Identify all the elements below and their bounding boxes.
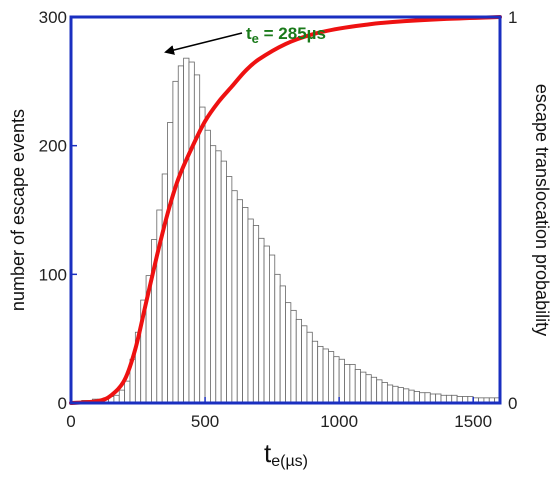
histogram-bar — [183, 57, 190, 404]
y-left-tick-label: 300 — [39, 8, 67, 27]
histogram-bar — [279, 285, 286, 404]
histogram-bar — [419, 392, 426, 404]
histogram-bar — [360, 371, 367, 404]
y-axis-left-ticks: 0 100 200 300 — [39, 8, 77, 413]
histogram-bar — [242, 207, 249, 404]
histogram-bar — [236, 199, 244, 404]
histogram-bar — [199, 106, 206, 404]
annotation-label-sub: e — [252, 31, 259, 46]
histogram-bar — [285, 302, 292, 404]
histogram-bar — [295, 318, 302, 404]
histogram-bar — [403, 388, 410, 404]
y-right-tick-label: 1 — [508, 8, 517, 27]
annotation-label-main: t — [246, 24, 252, 43]
y-axis-right-label: escape translocation probability — [532, 84, 550, 336]
x-tick-label: 500 — [191, 412, 219, 431]
histogram-bar — [424, 392, 431, 404]
histogram-bar — [386, 384, 394, 404]
histogram-bar — [263, 245, 270, 404]
y-left-tick-label: 0 — [58, 394, 67, 413]
annotation-label-rest: = 285µs — [259, 24, 326, 43]
y-axis-right-ticks: 01 — [508, 8, 517, 413]
histogram-bar — [322, 348, 329, 404]
probability-curve — [69, 15, 502, 405]
histogram-bar — [311, 340, 319, 404]
plot-frame — [69, 15, 502, 405]
histogram-bar — [301, 325, 308, 404]
annotation-arrow — [164, 32, 243, 55]
histogram-bar — [365, 374, 372, 404]
y-axis-left-label: number of escape events — [8, 109, 28, 311]
histogram-bar — [204, 129, 211, 404]
x-axis-label-sub: e(µs) — [271, 453, 308, 470]
histogram-bar — [327, 351, 335, 404]
histogram-bar — [177, 65, 185, 404]
histogram-bar — [397, 387, 404, 404]
histogram-bar — [376, 379, 383, 404]
y-right-tick-label: 0 — [508, 394, 517, 413]
x-axis-ticks: 0 500 1000 1500 — [66, 397, 492, 431]
histogram-bar — [167, 122, 174, 404]
histogram-bars — [75, 57, 501, 404]
histogram-bar — [381, 382, 388, 404]
histogram-bar — [258, 237, 265, 404]
histogram-bar — [220, 160, 227, 404]
histogram-bar — [392, 385, 399, 404]
histogram-bar — [231, 190, 238, 404]
histogram-bar — [354, 369, 361, 404]
histogram-bar — [349, 363, 356, 404]
y-left-tick-label: 200 — [39, 137, 67, 156]
histogram-bar — [210, 145, 217, 404]
histogram-bar — [118, 389, 126, 404]
x-tick-label: 1500 — [454, 412, 492, 431]
histogram-bar — [172, 80, 179, 404]
histogram-bar — [226, 176, 233, 404]
histogram-bar — [370, 376, 378, 404]
x-tick-label: 0 — [66, 412, 75, 431]
histogram-bar — [408, 389, 415, 404]
x-axis-label: te(µs) — [264, 438, 308, 470]
histogram-bar — [247, 218, 254, 404]
y-left-tick-label: 100 — [39, 265, 67, 284]
histogram-bar — [193, 74, 201, 404]
histogram-bar — [317, 345, 324, 404]
histogram-bar — [306, 331, 313, 404]
histogram-bar — [188, 61, 195, 404]
histogram-bar — [274, 273, 281, 404]
histogram-bar — [269, 254, 276, 404]
histogram-bar — [215, 150, 222, 404]
histogram-bar — [333, 356, 340, 404]
x-axis-label-main: t — [264, 438, 272, 468]
histogram-bar — [344, 363, 351, 404]
x-tick-label: 1000 — [320, 412, 358, 431]
histogram-bar — [338, 358, 345, 404]
histogram-bar — [252, 225, 260, 404]
histogram-bar — [161, 173, 168, 404]
histogram-bar — [290, 309, 297, 404]
histogram-bar — [124, 380, 131, 404]
annotation-label: te = 285µs — [246, 24, 326, 46]
histogram-bar — [413, 391, 420, 404]
